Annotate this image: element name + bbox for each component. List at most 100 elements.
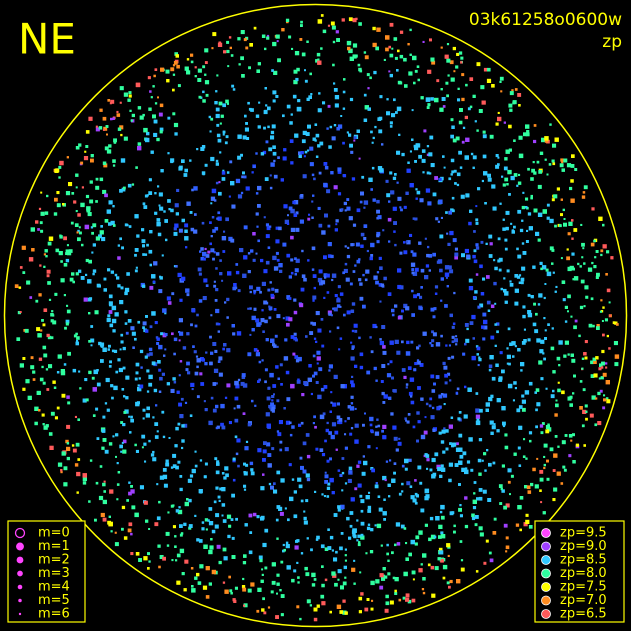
star-dot bbox=[379, 95, 383, 99]
star-dot bbox=[276, 537, 279, 540]
star-dot bbox=[472, 337, 475, 340]
star-dot bbox=[507, 468, 512, 473]
star-dot bbox=[489, 134, 494, 139]
star-dot bbox=[286, 253, 291, 258]
star-dot bbox=[570, 439, 573, 442]
star-dot bbox=[153, 388, 158, 393]
star-dot bbox=[438, 535, 442, 539]
star-dot bbox=[382, 435, 387, 440]
star-dot bbox=[336, 604, 342, 609]
star-dot bbox=[228, 36, 232, 39]
star-dot bbox=[381, 576, 386, 581]
star-dot bbox=[99, 177, 104, 182]
star-dot bbox=[535, 312, 538, 316]
star-dot bbox=[563, 354, 567, 358]
star-dot bbox=[525, 132, 530, 137]
star-dot bbox=[460, 56, 464, 60]
star-dot bbox=[40, 191, 43, 194]
star-dot bbox=[122, 449, 127, 454]
star-dot bbox=[122, 346, 126, 351]
star-dot bbox=[185, 246, 188, 249]
star-dot bbox=[523, 522, 528, 527]
star-dot bbox=[567, 232, 571, 236]
star-dot bbox=[289, 433, 293, 437]
star-dot bbox=[221, 279, 224, 282]
star-dot bbox=[301, 52, 306, 57]
star-dot bbox=[432, 428, 436, 432]
star-dot bbox=[110, 270, 114, 274]
star-dot bbox=[66, 395, 70, 399]
star-dot bbox=[178, 339, 181, 342]
star-dot bbox=[215, 322, 219, 326]
star-dot bbox=[241, 373, 246, 378]
star-dot bbox=[444, 304, 448, 308]
star-dot bbox=[377, 424, 381, 428]
star-dot bbox=[446, 232, 449, 235]
star-dot bbox=[418, 568, 423, 573]
star-dot bbox=[393, 37, 398, 41]
star-dot bbox=[541, 422, 545, 425]
star-dot bbox=[89, 459, 93, 462]
star-dot bbox=[41, 413, 45, 417]
star-dot bbox=[337, 508, 341, 512]
star-dot bbox=[279, 363, 283, 367]
star-dot bbox=[186, 498, 189, 501]
star-dot bbox=[549, 123, 552, 126]
star-dot bbox=[172, 88, 175, 92]
star-dot bbox=[499, 502, 503, 505]
star-dot bbox=[572, 433, 575, 437]
star-dot bbox=[557, 381, 560, 384]
star-dot bbox=[482, 489, 487, 494]
star-dot bbox=[508, 362, 511, 366]
star-dot bbox=[109, 323, 114, 328]
star-dot bbox=[396, 542, 401, 546]
star-dot bbox=[496, 322, 500, 326]
star-dot bbox=[540, 377, 544, 381]
star-dot bbox=[472, 499, 477, 504]
star-dot bbox=[275, 251, 279, 255]
star-dot bbox=[486, 449, 489, 452]
star-dot bbox=[175, 265, 178, 268]
star-dot bbox=[533, 302, 536, 306]
star-dot bbox=[115, 433, 119, 437]
star-dot bbox=[236, 404, 241, 409]
star-dot bbox=[181, 572, 185, 576]
star-dot bbox=[482, 337, 486, 341]
star-dot bbox=[510, 175, 515, 181]
star-dot bbox=[112, 205, 115, 208]
star-dot bbox=[79, 231, 82, 235]
star-dot bbox=[108, 200, 113, 205]
zp-label: zp=6.5 bbox=[560, 607, 607, 622]
star-dot bbox=[267, 463, 272, 468]
star-dot bbox=[159, 127, 164, 132]
star-dot bbox=[356, 129, 360, 133]
star-dot bbox=[521, 399, 526, 404]
star-dot bbox=[341, 18, 345, 22]
star-dot bbox=[490, 304, 495, 308]
star-dot bbox=[272, 343, 276, 347]
star-dot bbox=[414, 479, 417, 482]
star-dot bbox=[527, 338, 531, 342]
star-dot bbox=[416, 190, 421, 195]
star-dot bbox=[524, 206, 528, 209]
star-dot bbox=[299, 617, 302, 621]
star-dot bbox=[162, 333, 167, 338]
star-dot bbox=[339, 292, 344, 296]
star-dot bbox=[166, 544, 170, 547]
star-dot bbox=[536, 457, 539, 460]
star-dot bbox=[65, 258, 70, 263]
star-dot bbox=[293, 490, 297, 494]
zp-label: zp=8.0 bbox=[560, 566, 607, 581]
star-dot bbox=[569, 403, 573, 407]
star-dot bbox=[429, 135, 434, 140]
star-dot bbox=[279, 589, 282, 592]
star-dot bbox=[214, 457, 218, 461]
star-dot bbox=[382, 345, 386, 349]
star-dot bbox=[470, 468, 474, 472]
star-dot bbox=[546, 203, 550, 207]
star-dot bbox=[256, 609, 260, 613]
star-dot bbox=[514, 345, 517, 348]
star-dot bbox=[314, 123, 318, 126]
star-dot bbox=[404, 458, 409, 464]
star-dot bbox=[546, 271, 552, 277]
